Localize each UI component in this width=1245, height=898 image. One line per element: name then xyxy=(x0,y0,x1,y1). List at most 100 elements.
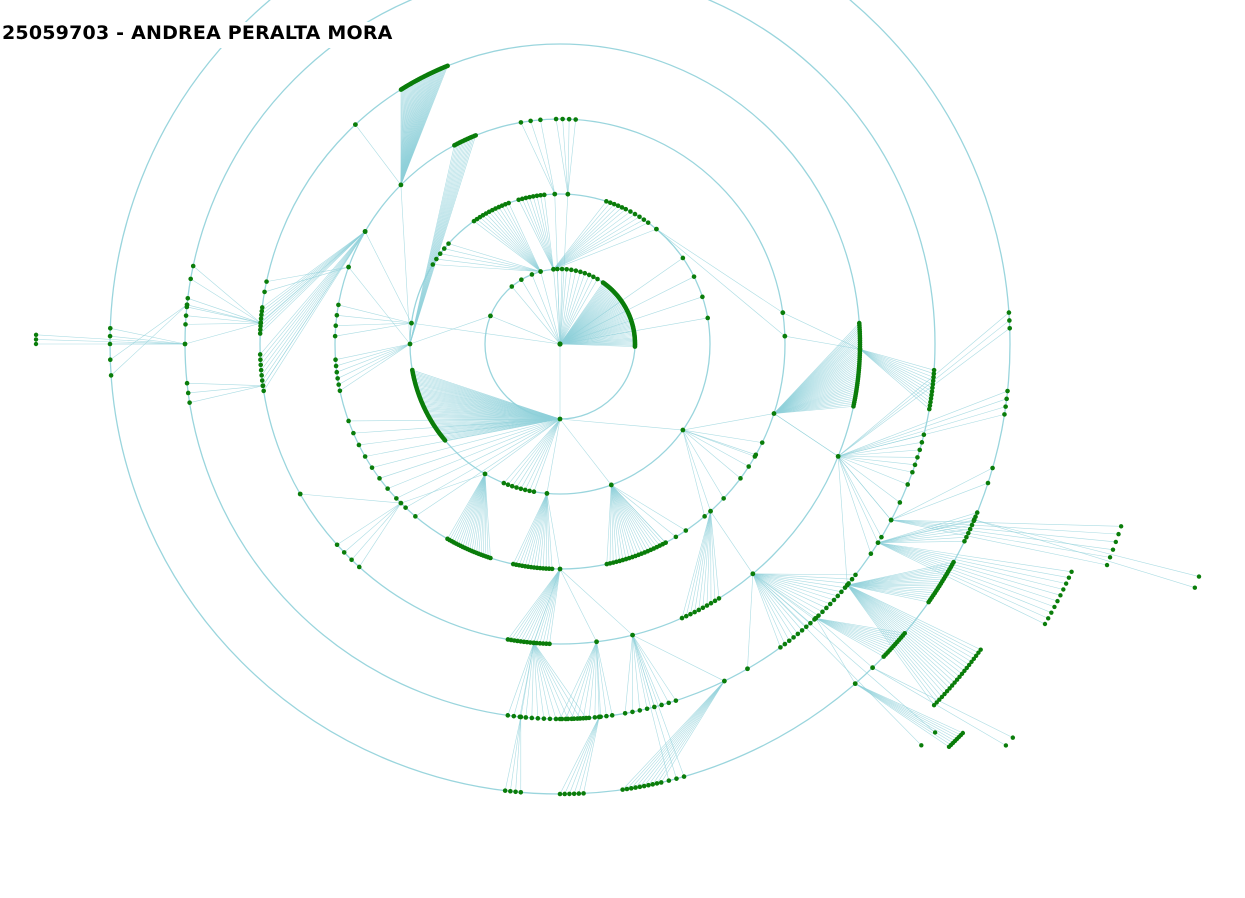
tree-node xyxy=(446,241,451,246)
tree-link xyxy=(773,401,855,414)
tree-node xyxy=(780,310,786,316)
tree-link xyxy=(594,641,597,718)
tree-link xyxy=(546,568,561,644)
tree-node xyxy=(509,483,515,489)
tree-link xyxy=(838,456,918,458)
tree-node xyxy=(553,116,559,122)
tree-node xyxy=(622,711,628,716)
tree-node xyxy=(666,700,672,706)
tree-link xyxy=(847,584,979,653)
tree-link xyxy=(467,473,486,550)
tree-node xyxy=(888,517,894,523)
tree-node xyxy=(557,716,563,722)
tree-link xyxy=(495,208,541,272)
tree-link xyxy=(260,231,366,319)
tree-node xyxy=(696,607,702,613)
tree-link xyxy=(469,473,486,551)
tree-link xyxy=(838,390,1008,457)
tree-node xyxy=(569,267,574,273)
tree-link xyxy=(261,231,366,312)
tree-link xyxy=(531,642,535,718)
tree-node xyxy=(501,480,507,486)
tree-node xyxy=(108,373,114,378)
tree-link xyxy=(682,429,763,443)
tree-node xyxy=(949,683,955,688)
tree-link xyxy=(300,493,401,504)
tree-link xyxy=(533,642,587,719)
tree-node xyxy=(782,333,788,339)
tree-node xyxy=(353,122,358,127)
tree-link xyxy=(498,206,541,272)
tree-link xyxy=(747,573,754,669)
tree-node xyxy=(262,289,267,295)
tree-link xyxy=(263,231,366,392)
tree-link xyxy=(891,519,1116,543)
tree-link xyxy=(542,493,548,569)
tree-node xyxy=(700,605,706,611)
tree-node xyxy=(951,559,956,565)
tree-link xyxy=(353,418,561,434)
tree-node xyxy=(985,480,991,486)
tree-link xyxy=(526,568,561,643)
tree-link xyxy=(847,573,947,586)
tree-node xyxy=(538,192,543,198)
tree-link xyxy=(656,228,783,313)
tree-node xyxy=(184,380,190,386)
tree-node xyxy=(107,341,113,347)
tree-node xyxy=(349,557,354,563)
tree-link xyxy=(773,382,858,414)
tree-node xyxy=(974,510,980,515)
tree-link xyxy=(565,641,597,720)
tree-link xyxy=(611,484,660,546)
tree-node xyxy=(552,191,558,197)
tree-node xyxy=(1061,587,1066,592)
tree-link xyxy=(773,389,857,414)
tree-link xyxy=(553,213,636,270)
tree-link xyxy=(553,269,561,345)
tree-node xyxy=(688,611,693,617)
tree-node xyxy=(870,665,875,671)
tree-node xyxy=(541,716,547,721)
tree-link xyxy=(773,403,854,414)
tree-link xyxy=(891,519,1108,566)
tree-link xyxy=(782,312,861,350)
tree-link xyxy=(643,680,725,787)
tree-link xyxy=(847,584,945,695)
tree-link xyxy=(187,298,261,324)
tree-link xyxy=(455,473,486,544)
tree-node xyxy=(527,488,532,494)
tree-link xyxy=(525,197,554,270)
tree-link xyxy=(752,573,823,613)
tree-link xyxy=(974,519,1200,577)
tree-link xyxy=(890,467,993,521)
tree-node xyxy=(632,211,638,217)
tree-link xyxy=(752,573,790,641)
tree-link xyxy=(855,683,963,734)
tree-link xyxy=(513,642,535,717)
tree-node xyxy=(1058,593,1063,598)
tree-link xyxy=(110,304,188,376)
tree-node xyxy=(362,229,368,234)
tree-link xyxy=(36,339,186,345)
tree-node xyxy=(835,453,841,459)
tree-node xyxy=(506,200,511,206)
tree-node xyxy=(261,388,266,394)
tree-node xyxy=(591,274,596,280)
tree-link xyxy=(533,568,561,643)
tree-node xyxy=(551,266,556,272)
tree-link xyxy=(504,716,522,791)
tree-link xyxy=(525,642,535,718)
tree-node xyxy=(576,791,582,796)
tree-node xyxy=(258,357,263,363)
tree-link xyxy=(379,418,561,479)
tree-link xyxy=(815,617,892,649)
tree-link xyxy=(348,418,561,422)
tree-node xyxy=(334,369,340,375)
tree-node xyxy=(928,396,934,401)
tree-link xyxy=(546,493,561,570)
tree-node xyxy=(721,496,726,501)
tree-node xyxy=(654,781,660,786)
tree-link xyxy=(524,418,561,491)
tree-node xyxy=(967,526,973,532)
tree-link xyxy=(567,119,576,195)
